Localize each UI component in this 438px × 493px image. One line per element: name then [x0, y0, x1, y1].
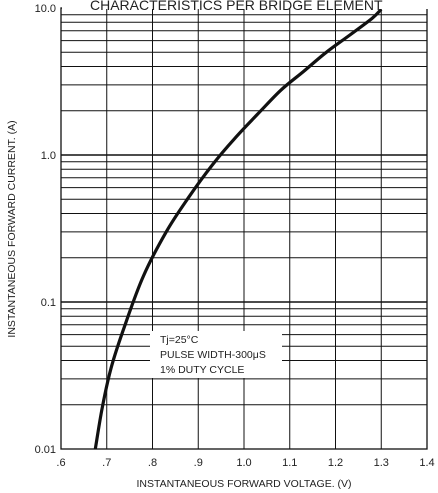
x-tick-label: 1.0 [236, 457, 251, 469]
series-line [93, 8, 383, 450]
x-tick-label: .8 [148, 457, 157, 469]
x-tick-label: .7 [102, 457, 111, 469]
x-tick-label: 1.2 [328, 457, 343, 469]
x-tick-labels: .6 .7 .8 .9 1.0 1.1 1.2 1.3 1.4 [56, 457, 434, 469]
y-tick-label: 0.1 [41, 297, 56, 309]
title-mask [62, 0, 438, 9]
y-tick-labels: 10.0 1.0 0.1 0.01 [35, 3, 56, 456]
x-tick-label: 1.4 [419, 457, 434, 469]
x-tick-label: 1.3 [374, 457, 389, 469]
x-tick-label: .9 [194, 457, 203, 469]
y-tick-label: 0.01 [35, 444, 56, 456]
test-conditions-box: Tj=25°C PULSE WIDTH-300μS 1% DUTY CYCLE [150, 331, 282, 378]
annotation-line: Tj=25°C [160, 334, 199, 346]
annotation-background [150, 331, 282, 378]
y-axis-label: INSTANTANEOUS FORWARD CURRENT. (A) [6, 120, 18, 337]
y-tick-label: 1.0 [41, 150, 56, 162]
chart-title: CHARACTERISTICS PER BRIDGE ELEMENT [90, 0, 383, 13]
x-tick-label: .6 [56, 457, 65, 469]
annotation-line: PULSE WIDTH-300μS [160, 349, 266, 361]
x-axis-label: INSTANTANEOUS FORWARD VOLTAGE. (V) [136, 478, 351, 490]
x-tick-label: 1.1 [282, 457, 297, 469]
annotation-line: 1% DUTY CYCLE [160, 364, 244, 376]
y-tick-label: 10.0 [35, 3, 56, 15]
